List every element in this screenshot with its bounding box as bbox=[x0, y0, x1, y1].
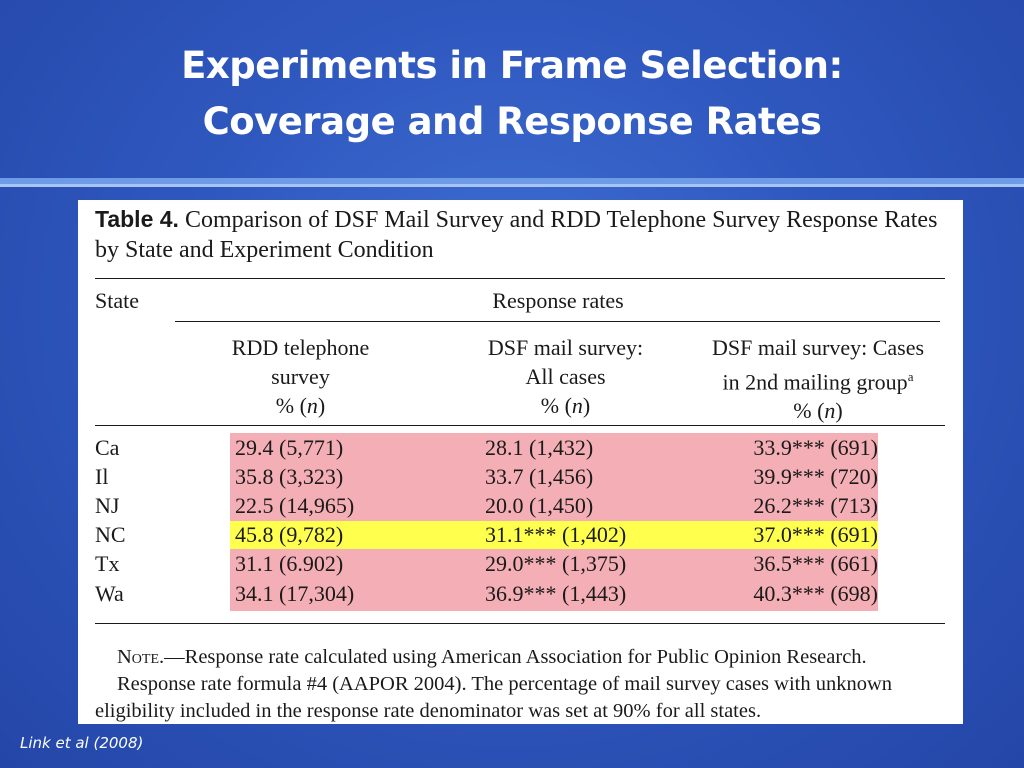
cell-dsf-2nd: 37.0*** (691) bbox=[753, 522, 878, 547]
cell-dsf-2nd: 39.9*** (720) bbox=[753, 464, 878, 489]
response-rates-header: Response rates bbox=[492, 288, 624, 313]
highlight-band-pink-top bbox=[230, 433, 878, 521]
slide-title-line-2: Coverage and Response Rates bbox=[202, 100, 822, 143]
header-bottom-rule bbox=[95, 425, 945, 426]
cell-rdd: 29.4 (5,771) bbox=[235, 435, 344, 460]
table-caption: Table 4. Comparison of DSF Mail Survey an… bbox=[95, 204, 945, 265]
cell-rdd: 35.8 (3,323) bbox=[235, 464, 344, 489]
cell-rdd: 45.8 (9,782) bbox=[235, 522, 344, 547]
unit-variable: n bbox=[571, 393, 583, 418]
cell-rdd: 31.1 (6.902) bbox=[235, 551, 344, 576]
column-header-dsf-2nd-unit: % (n) bbox=[688, 396, 948, 425]
cell-rdd: 34.1 (17,304) bbox=[235, 581, 355, 606]
row-state: Tx bbox=[95, 551, 120, 576]
table-caption-text: Comparison of DSF Mail Survey and RDD Te… bbox=[95, 207, 938, 263]
unit-prefix: % ( bbox=[275, 393, 307, 418]
cell-dsf-all: 33.7 (1,456) bbox=[485, 464, 594, 489]
highlight-band-yellow-nc bbox=[230, 521, 878, 549]
note-label: Note. bbox=[117, 646, 165, 668]
unit-variable: n bbox=[824, 398, 836, 424]
group-header-rule bbox=[175, 321, 940, 322]
column-header-dsf-2nd-line2: in 2nd mailing groupa bbox=[688, 362, 948, 396]
cell-dsf-all: 36.9*** (1,443) bbox=[485, 581, 627, 606]
column-header-rdd-unit: % (n) bbox=[188, 391, 413, 420]
cell-dsf-2nd: 36.5*** (661) bbox=[753, 551, 878, 576]
citation: Link et al (2008) bbox=[20, 734, 144, 752]
state-header: State bbox=[95, 288, 139, 313]
table-label: Table 4. bbox=[95, 206, 179, 232]
note-line-1: Note.—Response rate calculated using Ame… bbox=[95, 644, 945, 671]
unit-suffix: ) bbox=[582, 393, 591, 418]
column-header-dsf-2nd-line1: DSF mail survey: Cases bbox=[711, 335, 925, 360]
row-state: NC bbox=[95, 522, 126, 547]
footnote-marker: a bbox=[907, 369, 914, 384]
column-header-rdd: RDD telephone survey % (n) bbox=[188, 333, 413, 420]
cell-dsf-all: 20.0 (1,450) bbox=[485, 493, 594, 518]
cell-dsf-2nd: 40.3*** (698) bbox=[753, 581, 878, 606]
cell-dsf-all: 28.1 (1,432) bbox=[485, 435, 594, 460]
column-header-dsf-2nd: DSF mail survey: Cases in 2nd mailing gr… bbox=[688, 333, 948, 425]
cell-dsf-2nd: 26.2*** (713) bbox=[753, 493, 878, 518]
column-header-rdd-line1: RDD telephone bbox=[231, 335, 370, 360]
note-line-2: Response rate formula #4 (AAPOR 2004). T… bbox=[117, 673, 893, 695]
column-header-dsf-all-line1: DSF mail survey: bbox=[487, 335, 644, 360]
row-state: NJ bbox=[95, 493, 120, 518]
unit-prefix: % ( bbox=[793, 398, 825, 424]
column-header-dsf-2nd-line2-text: in 2nd mailing group bbox=[722, 369, 908, 395]
row-state: Ca bbox=[95, 435, 120, 460]
column-header-dsf-all-unit: % (n) bbox=[453, 391, 678, 420]
table-image-panel: Table 4. Comparison of DSF Mail Survey an… bbox=[78, 200, 963, 724]
table-note: Note.—Response rate calculated using Ame… bbox=[95, 644, 945, 725]
slide-title: Experiments in Frame Selection: Coverage… bbox=[0, 38, 1024, 150]
column-header-rdd-line2: survey bbox=[271, 364, 330, 389]
unit-suffix: ) bbox=[835, 398, 843, 424]
title-divider bbox=[0, 178, 1024, 184]
highlight-band-pink-bottom bbox=[230, 549, 878, 611]
unit-variable: n bbox=[306, 393, 318, 418]
cell-dsf-all: 31.1*** (1,402) bbox=[485, 522, 627, 547]
column-header-dsf-all: DSF mail survey: All cases % (n) bbox=[453, 333, 678, 420]
row-state: Il bbox=[95, 464, 109, 489]
slide-title-line-1: Experiments in Frame Selection: bbox=[181, 44, 843, 87]
cell-dsf-2nd: 33.9*** (691) bbox=[753, 435, 878, 460]
title-divider-highlight bbox=[0, 184, 1024, 187]
table-top-rule bbox=[95, 278, 945, 279]
column-header-dsf-all-line2: All cases bbox=[525, 364, 606, 389]
unit-prefix: % ( bbox=[540, 393, 572, 418]
note-line-3: eligibility included in the response rat… bbox=[95, 700, 762, 722]
table-bottom-rule bbox=[95, 623, 945, 624]
note-text-1: —Response rate calculated using American… bbox=[164, 646, 867, 668]
unit-suffix: ) bbox=[317, 393, 326, 418]
row-state: Wa bbox=[95, 581, 124, 606]
cell-dsf-all: 29.0*** (1,375) bbox=[485, 551, 627, 576]
cell-rdd: 22.5 (14,965) bbox=[235, 493, 355, 518]
